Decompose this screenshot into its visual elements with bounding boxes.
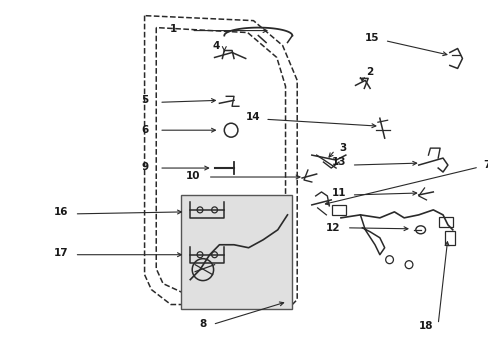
Bar — [180, 195, 292, 310]
Text: 7: 7 — [482, 160, 488, 170]
Text: 11: 11 — [331, 188, 346, 198]
Text: 2: 2 — [366, 67, 373, 77]
Text: 5: 5 — [141, 95, 148, 105]
Text: 13: 13 — [331, 157, 346, 167]
Text: 8: 8 — [199, 319, 206, 329]
Bar — [331, 205, 345, 215]
Text: 9: 9 — [141, 162, 148, 172]
Text: 16: 16 — [54, 207, 68, 217]
Text: 6: 6 — [141, 125, 148, 135]
Bar — [444, 231, 454, 245]
Text: 10: 10 — [185, 171, 200, 181]
Text: 18: 18 — [418, 321, 433, 332]
Bar — [438, 217, 452, 227]
Text: 3: 3 — [339, 143, 346, 153]
Text: 17: 17 — [54, 248, 68, 258]
Text: 14: 14 — [245, 112, 260, 122]
Text: 12: 12 — [325, 223, 340, 233]
Text: 4: 4 — [212, 41, 220, 50]
Text: 1: 1 — [170, 24, 177, 33]
Text: 15: 15 — [364, 32, 379, 42]
